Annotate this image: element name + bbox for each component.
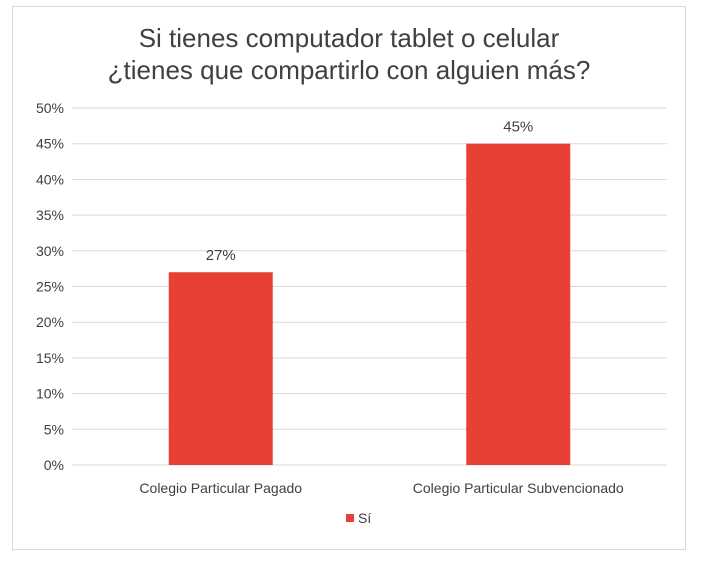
bar (168, 272, 273, 465)
y-tick-label: 0% (44, 457, 64, 473)
y-tick-label: 20% (36, 314, 64, 330)
chart-title-line-1: Si tienes computador tablet o celular (138, 23, 560, 53)
legend-swatch (346, 514, 354, 522)
x-category-label: Colegio Particular Pagado (139, 480, 302, 496)
y-tick-label: 50% (36, 100, 64, 116)
legend-label: Sí (358, 510, 371, 526)
chart-title: Si tienes computador tablet o celular ¿t… (12, 22, 686, 86)
y-tick-label: 40% (36, 171, 64, 187)
y-tick-label: 15% (36, 350, 64, 366)
data-label: 45% (503, 119, 533, 136)
y-tick-label: 30% (36, 243, 64, 259)
chart-title-line-2: ¿tienes que compartirlo con alguien más? (107, 55, 591, 85)
y-tick-label: 5% (44, 421, 64, 437)
chart-frame (12, 6, 686, 550)
y-tick-label: 45% (36, 136, 64, 152)
x-category-label: Colegio Particular Subvencionado (413, 480, 624, 496)
y-tick-label: 25% (36, 279, 64, 295)
y-tick-label: 35% (36, 207, 64, 223)
bar (466, 143, 571, 465)
y-tick-label: 10% (36, 386, 64, 402)
data-label: 27% (206, 247, 236, 264)
